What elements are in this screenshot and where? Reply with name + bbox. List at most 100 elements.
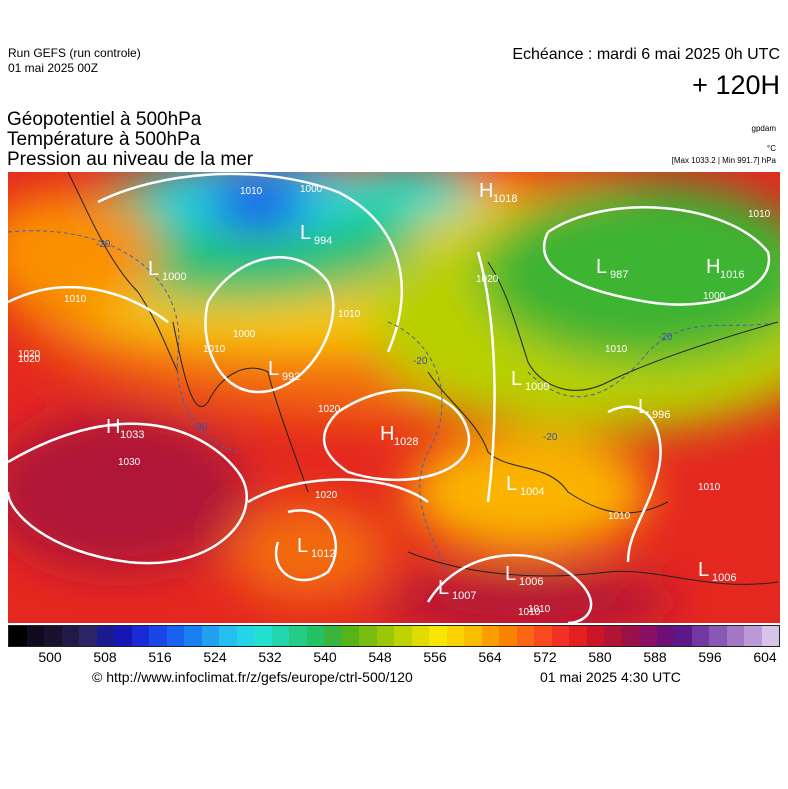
legend-temperature: Température à 500hPa <box>7 129 201 150</box>
colorbar-segment <box>429 626 447 646</box>
isobar-label: 1010 <box>338 309 361 320</box>
isobar-label: 1020 <box>18 349 41 360</box>
colorbar-segment <box>306 626 324 646</box>
colorbar-segment <box>761 626 779 646</box>
pressure-center-value: 1012 <box>311 548 335 560</box>
isobar-label: 1020 <box>18 354 41 365</box>
colorbar-tick-label: 524 <box>203 649 227 665</box>
isobar-label: 1000 <box>233 329 256 340</box>
pressure-center-value: 1007 <box>452 590 476 602</box>
low-pressure-marker: L <box>297 535 308 557</box>
colorbar-segment <box>569 626 587 646</box>
isotherms <box>8 230 779 573</box>
pressure-center-value: 1004 <box>520 486 544 498</box>
pressure-center-value: 1000 <box>162 271 186 283</box>
pressure-center-value: 1006 <box>519 576 543 588</box>
colorbar-segment <box>114 626 132 646</box>
colorbar-tick-label: 500 <box>38 649 62 665</box>
colorbar-segment <box>411 626 429 646</box>
colorbar-segment <box>131 626 149 646</box>
pressure-center-value: 1009 <box>525 381 549 393</box>
colorbar-segment <box>341 626 359 646</box>
low-pressure-marker: L <box>438 577 449 599</box>
pressure-center-value: 994 <box>314 235 332 247</box>
pressure-minmax: [Max 1033.2 | Min 991.7] hPa <box>671 156 776 165</box>
colorbar-segment <box>79 626 97 646</box>
colorbar-segment <box>639 626 657 646</box>
colorbar-tick-label: 572 <box>533 649 557 665</box>
colorbar-segment <box>201 626 219 646</box>
colorbar-segment <box>551 626 569 646</box>
colorbar-segment <box>236 626 254 646</box>
colorbar-segment <box>394 626 412 646</box>
colorbar-segment <box>359 626 377 646</box>
colorbar-segment <box>26 626 44 646</box>
colorbar-segment <box>691 626 709 646</box>
colorbar-segment <box>9 626 27 646</box>
isotherm-label: -20 <box>413 356 428 367</box>
colorbar-segment <box>586 626 604 646</box>
colorbar-tick-label: 508 <box>93 649 117 665</box>
colorbar-segment <box>674 626 692 646</box>
pressure-center-value: 1033 <box>120 429 144 441</box>
colorbar-segment <box>289 626 307 646</box>
isobar-label: 1010 <box>605 344 628 355</box>
pressure-center-value: 1006 <box>712 572 736 584</box>
generated-time: 01 mai 2025 4:30 UTC <box>540 669 681 685</box>
lead-time: + 120H <box>692 70 780 100</box>
colorbar-tick-label: 556 <box>423 649 447 665</box>
isobar-label: 1030 <box>118 457 141 468</box>
colorbar-tick-label: 588 <box>643 649 667 665</box>
isotherm-label: -20 <box>658 332 673 343</box>
colorbar <box>8 625 780 647</box>
colorbar-segment <box>621 626 639 646</box>
isobar-label: 1010 <box>203 344 226 355</box>
isobar-label: 1020 <box>476 274 499 285</box>
unit-temperature: °C <box>767 144 776 153</box>
pressure-center-value: 1016 <box>720 269 744 281</box>
colorbar-tick-label: 516 <box>148 649 172 665</box>
colorbar-segment <box>464 626 482 646</box>
colorbar-tick-label: 596 <box>698 649 722 665</box>
isobar-label: 1020 <box>318 404 341 415</box>
colorbar-tick-label: 540 <box>313 649 337 665</box>
unit-geopotential: gpdam <box>751 124 776 133</box>
colorbar-segment <box>604 626 622 646</box>
colorbar-tick-label: 564 <box>478 649 502 665</box>
high-pressure-marker: H <box>380 423 394 445</box>
colorbar-segment <box>44 626 62 646</box>
isotherm-label: -30 <box>193 422 208 433</box>
low-pressure-marker: L <box>300 222 311 244</box>
colorbar-tick-label: 532 <box>258 649 282 665</box>
isotherm-label: -20 <box>543 432 558 443</box>
run-name: Run GEFS (run controle) <box>8 46 141 60</box>
colorbar-segment <box>271 626 289 646</box>
isobar-label: 1010 <box>698 482 721 493</box>
colorbar-tick-label: 604 <box>753 649 777 665</box>
isobar-label: 1010 <box>608 511 631 522</box>
low-pressure-marker: L <box>698 559 709 581</box>
colorbar-segment <box>96 626 114 646</box>
high-pressure-marker: H <box>706 256 720 278</box>
isobars <box>8 172 771 623</box>
low-pressure-marker: L <box>268 358 279 380</box>
colorbar-segment <box>744 626 762 646</box>
colorbar-tick-label: 548 <box>368 649 392 665</box>
isobar-label: 1020 <box>315 490 338 501</box>
low-pressure-marker: L <box>506 473 517 495</box>
high-pressure-marker: H <box>479 180 493 202</box>
colorbar-segment <box>516 626 534 646</box>
low-pressure-marker: L <box>638 396 649 418</box>
colorbar-segment <box>166 626 184 646</box>
colorbar-segment <box>499 626 517 646</box>
coastlines <box>67 172 779 585</box>
source-credit: © http://www.infoclimat.fr/z/gefs/europe… <box>92 669 413 685</box>
colorbar-segment <box>534 626 552 646</box>
colorbar-segment <box>376 626 394 646</box>
isotherm-label: -20 <box>96 239 111 250</box>
isobar-label: 1000 <box>703 291 726 302</box>
pressure-center-value: 1028 <box>394 436 418 448</box>
pressure-center-value: 996 <box>652 409 670 421</box>
colorbar-segment <box>726 626 744 646</box>
